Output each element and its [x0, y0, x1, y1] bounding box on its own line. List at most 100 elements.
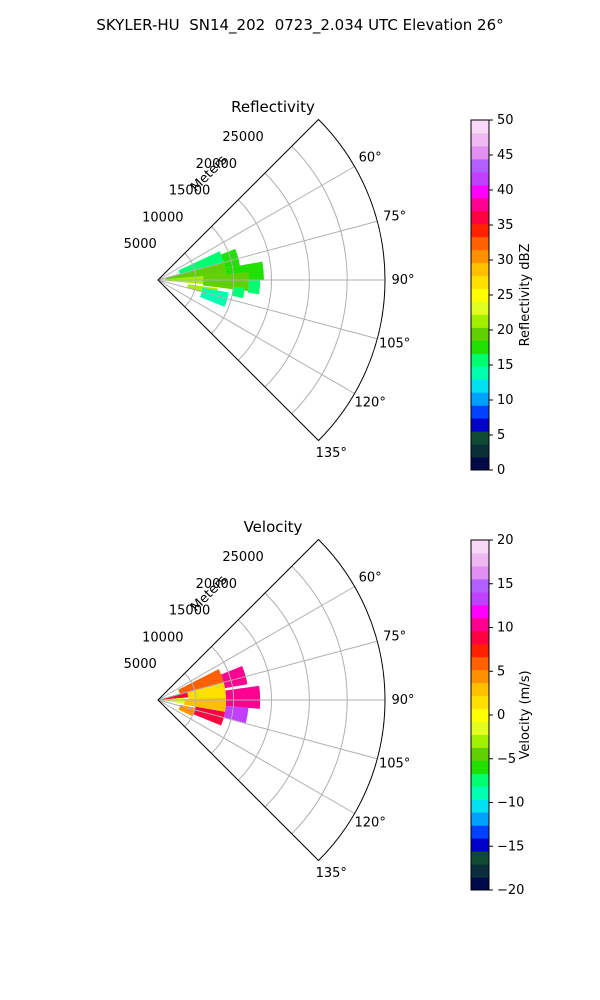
colorbar-swatch — [471, 799, 489, 813]
colorbar-tick-label: 5 — [497, 428, 505, 443]
colorbar-swatch — [471, 340, 489, 354]
colorbar-swatch — [471, 656, 489, 671]
colorbar-swatch — [471, 249, 489, 264]
colorbar-swatch — [471, 825, 489, 839]
grid-spoke — [157, 640, 378, 701]
panel-title: Velocity — [244, 518, 303, 536]
colorbar-swatch — [471, 565, 489, 580]
colorbar-tick-label: −20 — [497, 883, 524, 898]
colorbar-tick-label: 15 — [497, 358, 514, 373]
grid-spoke — [157, 279, 378, 340]
colorbar-swatch — [471, 275, 489, 290]
r-tick-label: 25000 — [222, 550, 263, 565]
colorbar-swatch — [471, 405, 489, 419]
grid-spoke — [157, 279, 355, 394]
colorbar-label: Reflectivity dBZ — [518, 244, 533, 347]
colorbar-swatch — [471, 379, 489, 393]
r-tick-label: 20000 — [196, 577, 237, 592]
colorbar-swatch — [471, 301, 489, 315]
colorbar-tick-label: −10 — [497, 796, 524, 811]
colorbar-tick-label: 0 — [497, 708, 505, 723]
colorbar-swatch — [471, 682, 489, 697]
colorbar-swatch — [471, 851, 489, 865]
colorbar-swatch — [471, 630, 489, 645]
colorbar-tick-label: 10 — [497, 393, 514, 408]
colorbar-tick-label: −15 — [497, 839, 524, 854]
panel-title: Reflectivity — [231, 98, 315, 116]
r-tick-label: 15000 — [169, 184, 210, 199]
r-tick-label: 5000 — [124, 237, 157, 252]
colorbar-swatch — [471, 353, 489, 367]
data-cell — [200, 287, 229, 307]
colorbar-swatch — [471, 552, 489, 567]
colorbar-swatch — [471, 184, 489, 199]
colorbar-tick-label: 20 — [497, 323, 514, 338]
colorbar-swatch — [471, 120, 489, 134]
grid-spoke — [157, 220, 378, 281]
sector-outline — [157, 538, 386, 862]
colorbar-swatch — [471, 643, 489, 658]
colorbar-swatch — [471, 288, 489, 302]
grid-spoke — [157, 699, 355, 814]
data-cell — [178, 669, 225, 695]
colorbar: 0 5 10 15 20 25 30 35 40 45 50 Reflectivity dBZ — [470, 113, 533, 478]
theta-tick-label: 75° — [383, 630, 406, 645]
colorbar-swatch — [471, 734, 489, 748]
data-cell — [225, 685, 261, 709]
colorbar-tick-label: 15 — [497, 577, 514, 592]
data-layer — [161, 665, 261, 726]
r-tick-label: 25000 — [222, 130, 263, 145]
colorbar-swatch — [471, 145, 489, 160]
colorbar-swatch — [471, 314, 489, 328]
theta-tick-label: 60° — [359, 571, 382, 586]
colorbar-swatch — [471, 760, 489, 774]
colorbar-swatch — [471, 617, 489, 632]
sector-outline — [157, 118, 386, 442]
colorbar-swatch — [471, 812, 489, 826]
data-cell — [247, 280, 261, 295]
theta-tick-label: 120° — [355, 396, 386, 411]
theta-tick-label: 75° — [383, 210, 406, 225]
figure-title: SKYLER-HU SN14_202 0723_2.034 UTC Elevat… — [96, 16, 504, 34]
colorbar-swatch — [471, 591, 489, 606]
theta-tick-label: 120° — [355, 816, 386, 831]
data-cell — [221, 665, 248, 689]
colorbar-swatch — [471, 132, 489, 147]
colorbar-tick-label: 0 — [497, 463, 505, 478]
colorbar-swatch — [471, 540, 489, 554]
colorbar-swatch — [471, 262, 489, 277]
r-tick-label: 5000 — [124, 657, 157, 672]
colorbar-swatch — [471, 171, 489, 186]
colorbar-swatch — [471, 431, 489, 445]
colorbar-tick-label: −5 — [497, 752, 516, 767]
data-cell — [187, 682, 227, 699]
colorbar-swatch — [471, 197, 489, 212]
theta-tick-label: 105° — [379, 756, 410, 771]
data-cell — [178, 251, 224, 275]
colorbar-swatch — [471, 223, 489, 238]
colorbar-swatch — [471, 695, 489, 710]
r-tick-label: 10000 — [142, 210, 183, 225]
colorbar-swatch — [471, 838, 489, 852]
data-cell — [165, 262, 226, 280]
colorbar-swatch — [471, 578, 489, 593]
theta-tick-label: 135° — [316, 866, 347, 881]
data-cell — [203, 272, 249, 292]
colorbar-label: Velocity (m/s) — [518, 670, 533, 759]
theta-tick-label: 135° — [316, 446, 347, 461]
colorbar-swatch — [471, 366, 489, 380]
data-cell — [232, 286, 245, 299]
theta-tick-label: 60° — [359, 151, 382, 166]
colorbar-swatch — [471, 669, 489, 684]
colorbar-tick-label: 50 — [497, 113, 514, 128]
colorbar-swatch — [471, 457, 489, 471]
colorbar-swatch — [471, 786, 489, 800]
r-tick-label: 10000 — [142, 630, 183, 645]
colorbar-tick-label: 10 — [497, 621, 514, 636]
colorbar-tick-label: 20 — [497, 533, 514, 548]
data-layer — [161, 248, 264, 307]
colorbar-tick-label: 5 — [497, 664, 505, 679]
polar-panel-1: Velocity 60° 75° 90° 105° 120° 135° 5000 10000 15… — [124, 518, 533, 898]
grid-spoke — [157, 586, 355, 701]
